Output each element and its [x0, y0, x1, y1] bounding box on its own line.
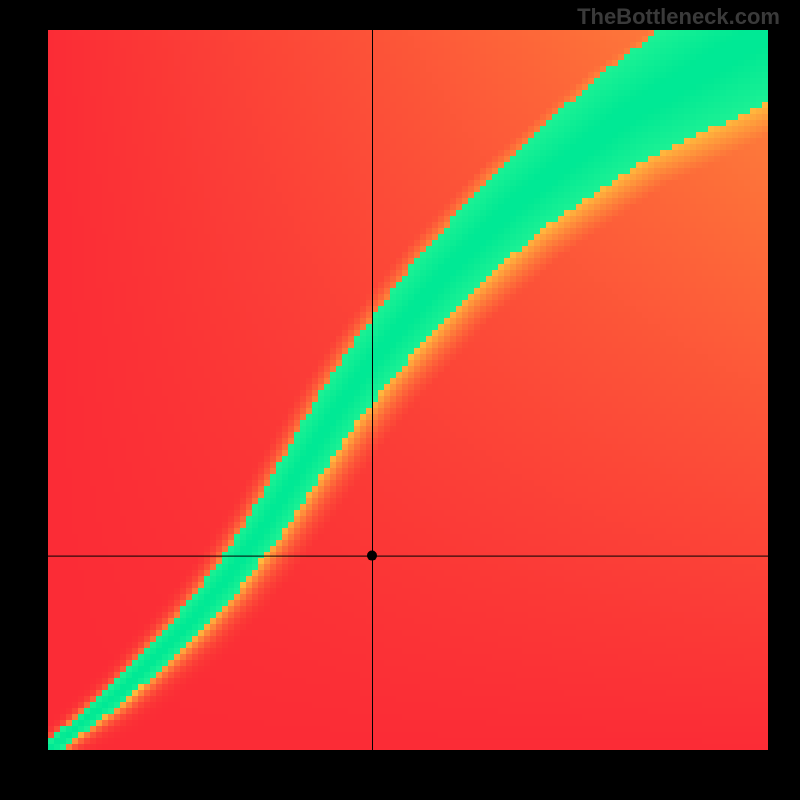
watermark-label: TheBottleneck.com — [577, 4, 780, 30]
bottleneck-heatmap — [0, 0, 800, 800]
